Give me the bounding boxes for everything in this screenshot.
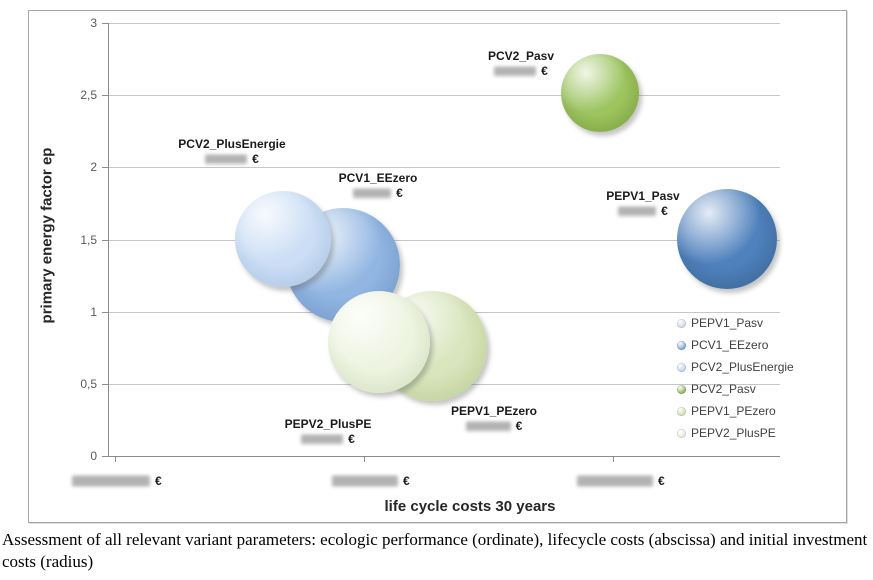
currency-symbol: € bbox=[348, 432, 355, 446]
y-axis-title: primary energy factor ep bbox=[38, 147, 56, 324]
currency-symbol: € bbox=[661, 204, 668, 218]
y-tick-label: 0 bbox=[90, 449, 97, 463]
legend-label: PEPV2_PlusPE bbox=[691, 426, 776, 440]
x-tick-money-label: € bbox=[72, 474, 162, 488]
y-tick-label: 1 bbox=[90, 305, 97, 319]
legend-marker-icon bbox=[677, 406, 686, 416]
redacted-value bbox=[72, 476, 150, 486]
currency-symbol: € bbox=[396, 186, 403, 200]
legend-label: PCV2_Pasv bbox=[691, 382, 756, 396]
x-tick-money-label: € bbox=[332, 474, 410, 488]
redacted-cost: € bbox=[248, 432, 408, 447]
redacted-value bbox=[494, 67, 537, 76]
legend-item-pcv2-pasv: PCV2_Pasv bbox=[677, 378, 794, 400]
legend-item-pepv1-pezero: PEPV1_PEzero bbox=[677, 400, 794, 422]
series-name: PCV2_Pasv bbox=[487, 49, 555, 63]
redacted-value bbox=[465, 422, 511, 431]
x-tick-money-label: € bbox=[577, 474, 665, 488]
gridline-1-5 bbox=[108, 240, 780, 241]
y-tick bbox=[102, 240, 109, 241]
redacted-value bbox=[618, 207, 657, 216]
currency-symbol: € bbox=[658, 474, 665, 488]
bubble-pcv2-plusenergie bbox=[235, 191, 331, 287]
y-tick bbox=[102, 167, 109, 168]
gridline-3 bbox=[108, 23, 780, 24]
data-label-pcv2-plusenergie: PCV2_PlusEnergie € bbox=[152, 137, 312, 167]
legend-label: PCV2_PlusEnergie bbox=[691, 360, 794, 374]
redacted-cost: € bbox=[414, 419, 574, 434]
data-label-pcv2-pasv: PCV2_Pasv € bbox=[441, 49, 601, 79]
legend-marker-icon bbox=[677, 340, 686, 350]
data-label-pcv1-eezero: PCV1_EEzero € bbox=[298, 171, 458, 201]
series-name: PCV1_EEzero bbox=[338, 171, 418, 185]
currency-symbol: € bbox=[515, 419, 523, 433]
legend-label: PEPV1_Pasv bbox=[691, 316, 764, 330]
redacted-cost: € bbox=[152, 152, 312, 167]
y-tick bbox=[102, 312, 109, 313]
data-label-pepv1-pezero: PEPV1_PEzero € bbox=[414, 404, 574, 434]
y-tick-label: 0,5 bbox=[80, 377, 97, 391]
redacted-value bbox=[577, 476, 653, 486]
bubble-pepv1-pasv bbox=[677, 189, 777, 289]
redacted-value bbox=[301, 435, 344, 444]
legend-label: PEPV1_PEzero bbox=[691, 404, 776, 418]
legend-label: PCV1_EEzero bbox=[691, 338, 769, 352]
redacted-cost: € bbox=[563, 204, 723, 219]
currency-symbol: € bbox=[541, 64, 548, 78]
y-tick-label: 2,5 bbox=[80, 88, 97, 102]
x-axis-title: life cycle costs 30 years bbox=[384, 498, 556, 515]
figure-caption: Assessment of all relevant variant param… bbox=[2, 530, 868, 572]
legend-item-pepv2-pluspe: PEPV2_PlusPE bbox=[677, 422, 794, 444]
currency-symbol: € bbox=[252, 152, 259, 166]
gridline-2-5 bbox=[108, 95, 780, 96]
series-name: PEPV2_PlusPE bbox=[284, 417, 372, 431]
legend-marker-icon bbox=[677, 362, 686, 372]
x-axis-line bbox=[102, 456, 780, 457]
y-tick bbox=[102, 95, 109, 96]
legend-marker-icon bbox=[677, 384, 686, 394]
gridline-2 bbox=[108, 167, 780, 168]
legend-item-pcv2-plusenergie: PCV2_PlusEnergie bbox=[677, 356, 794, 378]
x-tick bbox=[115, 456, 116, 462]
legend: PEPV1_Pasv PCV1_EEzero PCV2_PlusEnergie … bbox=[677, 312, 794, 444]
y-tick-label: 1,5 bbox=[80, 233, 97, 247]
redacted-cost: € bbox=[298, 186, 458, 201]
redacted-value bbox=[353, 189, 392, 198]
redacted-cost: € bbox=[441, 64, 601, 79]
redacted-value bbox=[332, 476, 398, 486]
data-label-pepv2-pluspe: PEPV2_PlusPE € bbox=[248, 417, 408, 447]
y-tick-label: 2 bbox=[90, 160, 97, 174]
bubble-pepv2-pluspe bbox=[328, 291, 430, 393]
series-name: PCV2_PlusEnergie bbox=[178, 137, 286, 151]
data-label-pepv1-pasv: PEPV1_Pasv € bbox=[563, 189, 723, 219]
bubble-chart: 3 2,5 2 1,5 1 0,5 0 € € € PCV2_PlusEnerg… bbox=[28, 10, 847, 523]
x-tick bbox=[364, 456, 365, 462]
redacted-value bbox=[205, 155, 248, 164]
currency-symbol: € bbox=[155, 474, 162, 488]
y-tick bbox=[102, 384, 109, 385]
legend-item-pcv1-eezero: PCV1_EEzero bbox=[677, 334, 794, 356]
y-tick bbox=[102, 23, 109, 24]
currency-symbol: € bbox=[403, 474, 410, 488]
legend-marker-icon bbox=[677, 318, 686, 328]
y-tick-label: 3 bbox=[90, 16, 97, 30]
legend-marker-icon bbox=[677, 428, 686, 438]
series-name: PEPV1_Pasv bbox=[606, 189, 680, 203]
series-name: PEPV1_PEzero bbox=[450, 404, 538, 418]
bubble-pcv2-pasv bbox=[561, 54, 639, 132]
x-tick bbox=[613, 456, 614, 462]
legend-item-pepv1-pasv: PEPV1_Pasv bbox=[677, 312, 794, 334]
